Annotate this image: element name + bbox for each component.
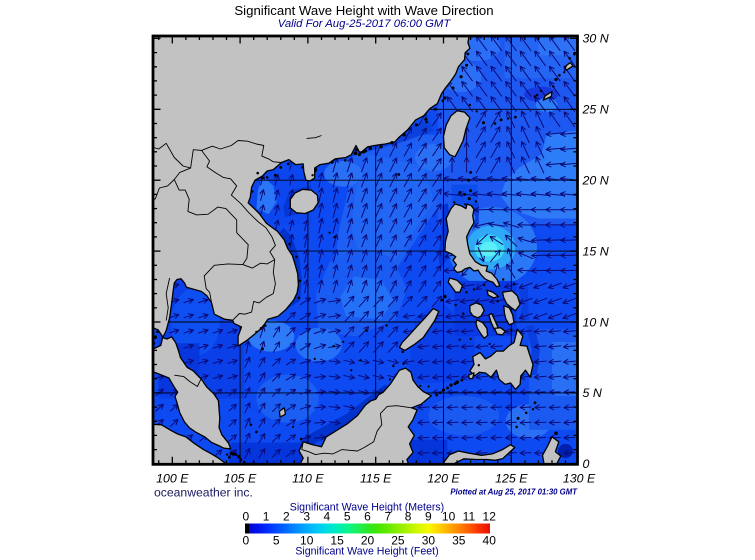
- svg-text:40: 40: [483, 534, 497, 548]
- svg-text:0: 0: [583, 457, 590, 471]
- svg-text:oceanweather inc.: oceanweather inc.: [154, 486, 253, 500]
- svg-text:20: 20: [361, 534, 375, 548]
- svg-text:0: 0: [242, 534, 249, 548]
- svg-text:30 N: 30 N: [583, 32, 609, 46]
- svg-text:15 N: 15 N: [583, 244, 609, 258]
- svg-text:105 E: 105 E: [224, 472, 257, 486]
- svg-text:5: 5: [344, 510, 351, 524]
- svg-text:5 N: 5 N: [583, 386, 602, 400]
- svg-text:Significant Wave Height (Feet): Significant Wave Height (Feet): [295, 546, 438, 558]
- svg-text:10: 10: [300, 534, 314, 548]
- svg-text:100 E: 100 E: [156, 472, 189, 486]
- svg-text:8: 8: [405, 510, 412, 524]
- svg-text:130 E: 130 E: [563, 472, 596, 486]
- svg-text:2: 2: [283, 510, 290, 524]
- svg-text:10 N: 10 N: [583, 315, 609, 329]
- svg-text:30: 30: [422, 534, 436, 548]
- svg-text:7: 7: [384, 510, 391, 524]
- svg-text:115 E: 115 E: [360, 472, 392, 486]
- svg-text:Valid For Aug-25-2017 06:00 GM: Valid For Aug-25-2017 06:00 GMT: [278, 18, 452, 30]
- svg-text:110 E: 110 E: [292, 472, 324, 486]
- svg-text:11: 11: [463, 510, 476, 524]
- svg-text:3: 3: [303, 510, 310, 524]
- svg-text:15: 15: [330, 534, 344, 548]
- svg-text:6: 6: [364, 510, 371, 524]
- svg-text:Significant Wave Height (Meter: Significant Wave Height (Meters): [290, 502, 444, 514]
- svg-text:9: 9: [425, 510, 432, 524]
- svg-text:25 N: 25 N: [582, 103, 609, 117]
- svg-text:Significant Wave Height with W: Significant Wave Height with Wave Direct…: [234, 3, 493, 18]
- svg-text:Plotted at Aug 25, 2017 01:30: Plotted at Aug 25, 2017 01:30 GMT: [450, 488, 578, 497]
- svg-text:35: 35: [452, 534, 466, 548]
- svg-text:1: 1: [263, 510, 270, 524]
- svg-text:5: 5: [273, 534, 280, 548]
- svg-text:25: 25: [391, 534, 405, 548]
- svg-text:10: 10: [442, 510, 456, 524]
- svg-text:20 N: 20 N: [582, 174, 609, 188]
- svg-text:4: 4: [324, 510, 331, 524]
- svg-text:12: 12: [483, 510, 497, 524]
- svg-text:0: 0: [242, 510, 249, 524]
- svg-text:120 E: 120 E: [427, 472, 460, 486]
- svg-text:125 E: 125 E: [495, 472, 528, 486]
